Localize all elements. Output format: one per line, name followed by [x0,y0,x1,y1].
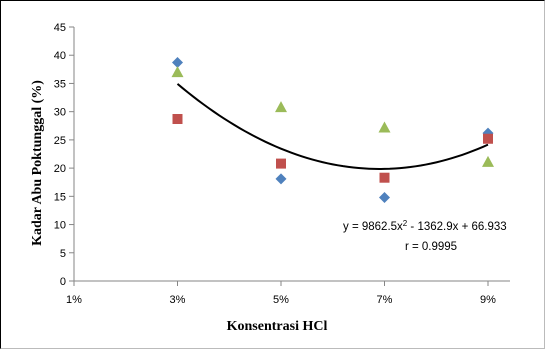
x-tick-label: 1% [66,294,82,306]
axes [73,27,510,282]
diamond-point [172,57,183,69]
y-tick-label: 10 [54,220,66,232]
x-axis-ticks: 1% 3% 5% 7% 9% [66,281,496,306]
r-value-label: r = 0.9995 [405,241,457,253]
data-points [171,57,494,203]
square-point [379,172,390,183]
equation-lead: y = 9862.5x [343,221,403,233]
triangle-point [378,121,391,133]
triangle-point [275,101,287,113]
triangle-point [482,155,494,167]
diamond-point [275,173,287,185]
x-tick-label: 7% [377,294,393,306]
equation-tail: - 1362.9x + 66.933 [407,221,506,233]
triangle-point [171,66,184,78]
y-tick-label: 40 [54,50,66,62]
y-tick-label: 5 [60,248,66,260]
diamond-point [379,191,390,203]
y-tick-label: 0 [60,276,66,288]
square-point [276,158,286,169]
trendline [176,83,489,170]
square-point [483,133,493,144]
x-tick-label: 5% [273,294,289,306]
y-tick-label: 25 [54,135,66,147]
y-axis-title: Kadar Abu Poktunggal (%) [30,80,45,246]
square-point [172,114,183,125]
y-tick-label: 30 [54,107,66,119]
equation-exponent: 2 [403,219,408,228]
trendline-equation: y = 9862.5x2 - 1362.9x + 66.933 [343,219,507,233]
y-tick-label: 35 [54,78,66,90]
x-tick-label: 9% [480,294,496,306]
x-axis-title: Konsentrasi HCl [227,319,328,334]
x-tick-label: 3% [170,294,186,306]
y-tick-label: 45 [54,22,66,34]
y-tick-label: 20 [54,163,66,175]
y-tick-label: 15 [54,191,66,203]
trendline-group [176,83,489,170]
y-axis-ticks: 0 5 10 15 20 25 30 35 40 45 [54,22,74,288]
